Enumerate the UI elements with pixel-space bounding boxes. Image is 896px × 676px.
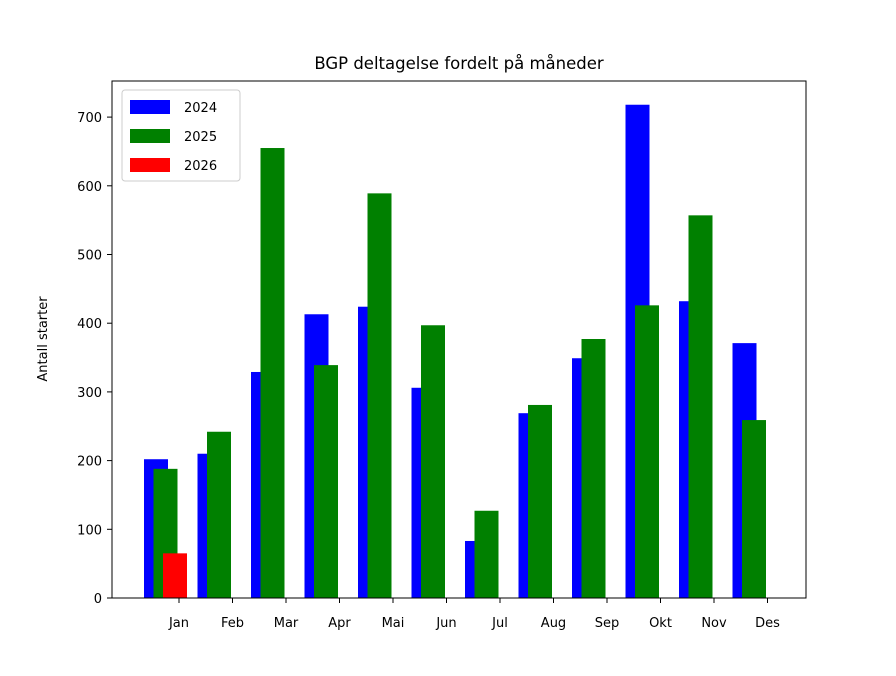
x-tick-label: Jul — [491, 616, 508, 631]
bar-2025-jun — [421, 325, 445, 598]
y-axis-label: Antall starter — [36, 296, 51, 382]
legend-label-2025: 2025 — [184, 130, 217, 145]
y-tick-label: 400 — [77, 317, 102, 332]
bar-2025-jul — [474, 510, 499, 598]
y-tick-label: 500 — [77, 249, 102, 264]
legend-label-2024: 2024 — [184, 101, 217, 116]
bar-2025-sep — [581, 339, 606, 598]
x-tick-label: Aug — [541, 616, 566, 631]
bar-2025-mar — [260, 148, 285, 598]
chart-title: BGP deltagelse fordelt på måneder — [314, 54, 604, 73]
x-tick-label: Sep — [595, 616, 620, 631]
legend: 2024 2025 2026 — [121, 89, 241, 182]
y-tick-label: 0 — [94, 592, 102, 607]
legend-label-2026: 2026 — [184, 159, 217, 174]
x-tick-label: Okt — [649, 616, 672, 631]
y-tick-label: 100 — [77, 523, 102, 538]
bar-2025-mai — [367, 193, 392, 598]
plot-frame — [111, 80, 807, 599]
x-tick-label: Mai — [382, 616, 405, 631]
bar-2026-jan — [163, 553, 187, 598]
y-tick-label: 600 — [77, 180, 102, 195]
legend-swatch-2026 — [130, 158, 170, 172]
bar-2025-des — [742, 420, 766, 598]
bar-2025-feb — [207, 431, 231, 598]
bar-2025-nov — [688, 215, 713, 598]
x-tick-label: Apr — [328, 616, 351, 631]
bar-2025-apr — [314, 365, 338, 598]
x-tick-label: Jan — [168, 616, 189, 631]
x-tick-label: Jun — [435, 616, 456, 631]
bar-2025-aug — [528, 404, 552, 598]
x-tick-label: Feb — [221, 616, 244, 631]
legend-swatch-2024 — [130, 100, 170, 114]
bar-2025-okt — [635, 305, 659, 598]
x-tick-label: Des — [755, 616, 780, 631]
y-tick-label: 200 — [77, 455, 102, 470]
y-tick-label: 300 — [77, 386, 102, 401]
x-tick-label: Mar — [274, 616, 299, 631]
legend-swatch-2025 — [130, 129, 170, 143]
y-tick-label: 700 — [77, 111, 102, 126]
x-tick-label: Nov — [701, 616, 727, 631]
bars-group — [144, 104, 766, 598]
axes-group: Jan Feb Mar Apr Mai Jun Jul Aug Sep Okt Nov Des 0 100… — [77, 111, 780, 631]
